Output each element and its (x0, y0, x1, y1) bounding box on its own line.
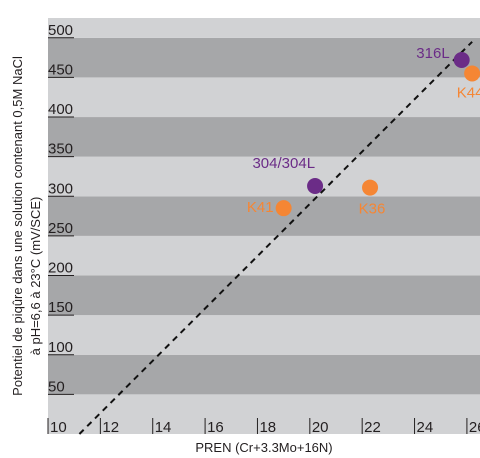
data-point (307, 177, 324, 194)
x-tick-label: 14 (155, 419, 172, 436)
data-point-label: K44 (457, 84, 480, 101)
x-tick-label: 16 (207, 419, 224, 436)
x-tick-label: 24 (417, 419, 434, 436)
band (48, 18, 480, 38)
band (48, 315, 480, 355)
x-axis-label: PREN (Cr+3.3Mo+16N) (195, 440, 332, 455)
y-tick-label: 150 (48, 299, 73, 316)
x-tick-label: 12 (102, 419, 119, 436)
x-tick-label: 26 (469, 419, 480, 436)
data-point (464, 65, 480, 82)
band (48, 394, 480, 434)
y-tick-label: 500 (48, 22, 73, 39)
y-tick-label: 250 (48, 220, 73, 237)
y-axis-label-line1: Potentiel de piqûre dans une solution co… (10, 56, 25, 396)
data-point-label: K41 (247, 199, 274, 216)
y-axis-ticks: 50 100 150 200 250 300 350 400 450 500 (48, 22, 74, 395)
y-tick-label: 100 (48, 339, 73, 356)
data-point-label: 304/304L (252, 155, 315, 172)
band (48, 77, 480, 118)
band (48, 196, 480, 236)
y-tick-label: 300 (48, 180, 73, 197)
data-point (275, 200, 292, 217)
x-tick-label: 10 (50, 419, 67, 436)
y-tick-label: 350 (48, 141, 73, 158)
y-axis-label-line2: à pH=6,6 à 23°C (mV/SCE) (28, 197, 43, 356)
x-tick-label: 20 (312, 419, 329, 436)
y-tick-label: 50 (48, 378, 65, 395)
background-bands (48, 18, 480, 434)
x-tick-label: 18 (259, 419, 276, 436)
band (48, 37, 480, 78)
band (48, 354, 480, 395)
data-points: 316L 304/304L K44 K36 K41 (247, 45, 480, 218)
data-point-label: K36 (359, 201, 386, 218)
data-point (362, 179, 379, 196)
data-point-label: 316L (416, 45, 449, 62)
band (48, 117, 480, 157)
band (48, 275, 480, 316)
band (48, 156, 480, 197)
x-axis-ticks: 10 12 14 16 18 20 22 24 26 (47, 418, 480, 436)
trend-line (78, 41, 473, 435)
band (48, 235, 480, 276)
x-tick-label: 22 (364, 419, 381, 436)
data-point (453, 51, 470, 68)
y-tick-label: 450 (48, 61, 73, 78)
y-tick-label: 200 (48, 260, 73, 277)
y-tick-label: 400 (48, 101, 73, 118)
